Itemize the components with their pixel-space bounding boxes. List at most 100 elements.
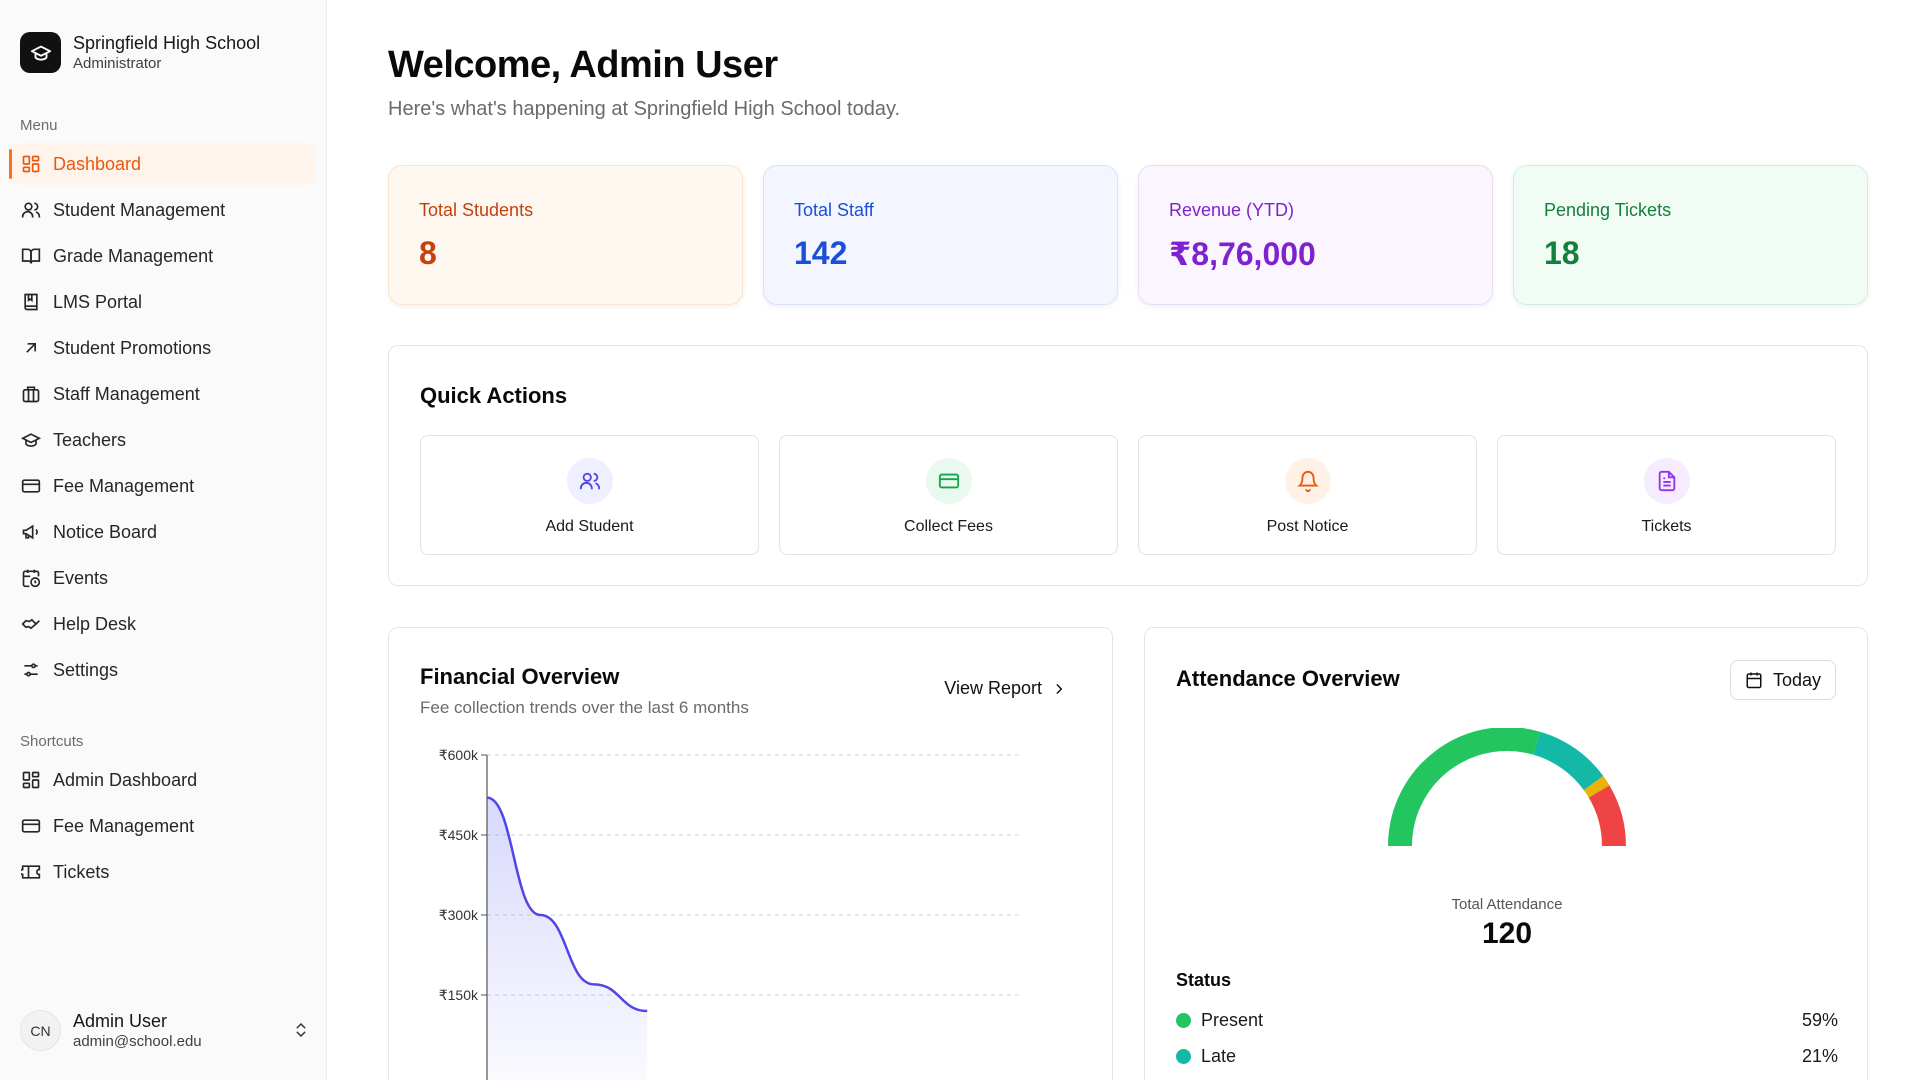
settings-icon	[24, 663, 38, 677]
sidebar-item-fee-management[interactable]: Fee Management	[10, 465, 316, 507]
financial-subtitle: Fee collection trends over the last 6 mo…	[420, 698, 749, 717]
sidebar-item-notice-board[interactable]: Notice Board	[10, 511, 316, 553]
quick-actions-title: Quick Actions	[420, 383, 568, 408]
status-percent: 59%	[1801, 1010, 1838, 1030]
sidebar-item-label: LMS Portal	[53, 291, 143, 312]
sidebar-item-label: Fee Management	[53, 475, 195, 496]
sidebar-item-lms-portal[interactable]: LMS Portal	[10, 281, 316, 323]
attendance-title: Attendance Overview	[1176, 666, 1400, 691]
status-label: Present	[1201, 1010, 1264, 1030]
gauge-segment-present	[1388, 728, 1541, 847]
users-icon	[21, 202, 41, 218]
view-report-link[interactable]: View Report	[944, 678, 1066, 699]
sidebar-item-label: Events	[53, 567, 109, 588]
stat-card-pending-tickets: Pending Tickets 18	[1513, 165, 1868, 305]
users-icon	[566, 458, 613, 504]
stat-card-total-staff: Total Staff 142	[763, 165, 1118, 305]
status-row-present: Present 59%	[1176, 1010, 1838, 1031]
megaphone-icon	[22, 524, 38, 540]
menu-label: Menu	[20, 117, 58, 134]
stat-label: Revenue (YTD)	[1169, 200, 1295, 220]
main-content: Welcome, Admin User Here's what's happen…	[328, 0, 1920, 1080]
sidebar-item-grade-management[interactable]: Grade Management	[10, 235, 316, 277]
sidebar-item-label: Student Promotions	[53, 337, 212, 358]
view-report-label: View Report	[944, 678, 1042, 698]
calendar-icon	[1746, 672, 1762, 689]
shortcut-tickets[interactable]: Tickets	[10, 851, 316, 893]
stat-value: ₹8,76,000	[1169, 236, 1316, 272]
sidebar-item-label: Dashboard	[53, 153, 142, 174]
total-attendance-label: Total Attendance	[1451, 896, 1563, 913]
credit-card-icon	[925, 458, 972, 504]
shortcut-label: Fee Management	[53, 815, 195, 836]
user-role: Administrator	[73, 55, 162, 72]
graduation-cap-icon	[21, 433, 41, 447]
add-student-button[interactable]: Add Student	[420, 435, 759, 555]
quick-action-label: Add Student	[545, 518, 634, 535]
school-name: Springfield High School	[73, 33, 261, 53]
gauge-segment-absent	[1588, 785, 1626, 847]
financial-overview-card: Financial Overview Fee collection trends…	[388, 627, 1113, 1080]
date-filter-label: Today	[1772, 669, 1821, 690]
chevrons-up-down-icon[interactable]	[292, 1020, 310, 1040]
y-tick-label: ₹300k	[439, 907, 479, 923]
quick-action-label: Collect Fees	[904, 518, 993, 535]
page-subtitle: Here's what's happening at Springfield H…	[388, 98, 901, 120]
status-dot	[1176, 1013, 1191, 1028]
tickets-button[interactable]: Tickets	[1497, 435, 1836, 555]
credit-card-icon	[21, 479, 41, 493]
user-email: admin@school.edu	[73, 1033, 202, 1050]
status-percent: 21%	[1801, 1046, 1838, 1066]
sidebar-item-label: Settings	[53, 659, 119, 680]
post-notice-button[interactable]: Post Notice	[1138, 435, 1477, 555]
attendance-gauge	[1388, 728, 1626, 847]
shortcut-admin-dashboard[interactable]: Admin Dashboard	[10, 759, 316, 801]
stat-value: 142	[794, 235, 848, 271]
sidebar-item-teachers[interactable]: Teachers	[10, 419, 316, 461]
user-menu[interactable]: CN Admin User admin@school.edu	[20, 1010, 310, 1051]
quick-actions-card: Quick Actions Add Student Collect Fees P…	[388, 345, 1868, 586]
shortcut-label: Admin Dashboard	[53, 769, 198, 790]
stat-label: Total Students	[419, 200, 534, 220]
quick-action-label: Tickets	[1641, 518, 1692, 535]
chevron-right-icon	[1056, 683, 1063, 694]
stat-value: 18	[1544, 235, 1580, 271]
shortcut-fee-management[interactable]: Fee Management	[10, 805, 316, 847]
sidebar-item-dashboard[interactable]: Dashboard	[9, 143, 316, 185]
handshake-icon	[21, 618, 40, 630]
total-attendance-value: 120	[1481, 917, 1533, 950]
bell-icon	[1284, 458, 1331, 504]
avatar: CN	[20, 1010, 61, 1051]
chart-line	[486, 796, 648, 1013]
sidebar-item-label: Teachers	[53, 429, 127, 450]
sidebar-item-student-management[interactable]: Student Management	[10, 189, 316, 231]
sidebar: Springfield High School Administrator Me…	[0, 0, 327, 1080]
sidebar-item-settings[interactable]: Settings	[10, 649, 316, 691]
gauge-segment-late	[1533, 731, 1604, 791]
graduation-cap-icon	[20, 32, 61, 73]
calendar-clock-icon	[22, 569, 41, 588]
main-nav: Dashboard Student Management Grade Manag…	[9, 143, 316, 695]
shortcuts-nav: Admin Dashboard Fee Management Tickets	[10, 759, 316, 897]
brand[interactable]: Springfield High School Administrator	[20, 32, 260, 73]
ticket-icon	[21, 865, 41, 879]
sidebar-item-label: Notice Board	[53, 521, 158, 542]
y-tick-label: ₹150k	[439, 987, 479, 1003]
y-tick-label: ₹450k	[439, 827, 479, 843]
book-open-icon	[21, 248, 41, 264]
sidebar-item-student-promotions[interactable]: Student Promotions	[10, 327, 316, 369]
chart-area	[487, 797, 648, 1080]
status-label: Late	[1201, 1046, 1237, 1066]
sidebar-item-label: Grade Management	[53, 245, 214, 266]
credit-card-icon	[21, 819, 41, 833]
arrow-up-right-icon	[26, 343, 36, 353]
sidebar-item-staff-management[interactable]: Staff Management	[10, 373, 316, 415]
financial-title: Financial Overview	[420, 664, 620, 689]
book-icon	[24, 293, 38, 311]
date-filter-button[interactable]: Today	[1729, 660, 1836, 700]
sidebar-item-label: Help Desk	[53, 613, 137, 634]
sidebar-item-help-desk[interactable]: Help Desk	[10, 603, 316, 645]
sidebar-item-events[interactable]: Events	[10, 557, 316, 599]
collect-fees-button[interactable]: Collect Fees	[779, 435, 1118, 555]
gauge-segment-excused	[1583, 776, 1610, 798]
